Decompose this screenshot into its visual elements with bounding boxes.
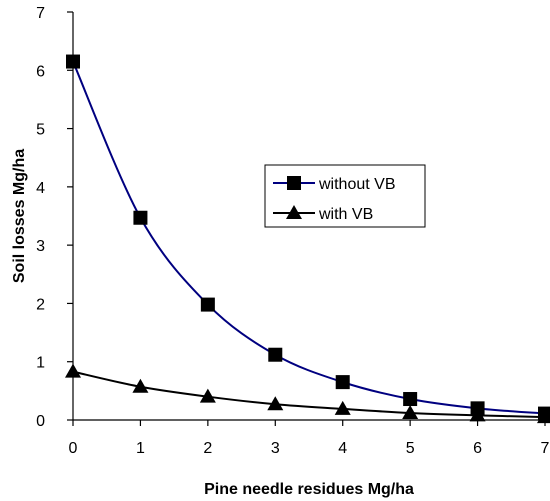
data-point-with-vb	[65, 363, 81, 378]
legend-label-without-vb: without VB	[318, 176, 395, 193]
data-point-without-vb	[403, 392, 418, 407]
data-point-without-vb	[133, 210, 148, 225]
x-tick-label: 4	[338, 440, 347, 457]
data-point-without-vb	[66, 54, 80, 69]
data-point-with-vb	[469, 407, 486, 422]
x-tick-label: 6	[473, 440, 482, 457]
x-tick-label: 2	[203, 440, 212, 457]
y-tick-label: 2	[36, 296, 45, 313]
legend: without VB with VB	[264, 164, 426, 228]
series-with-vb	[65, 363, 550, 424]
data-point-with-vb	[199, 388, 216, 403]
data-point-with-vb	[132, 378, 149, 393]
x-tick-label: 5	[406, 440, 415, 457]
series-without-vb	[66, 54, 550, 421]
y-tick-label: 3	[36, 238, 45, 255]
series-layer	[65, 54, 550, 424]
data-point-without-vb	[200, 297, 215, 312]
data-point-without-vb	[335, 375, 350, 390]
x-tick-label: 3	[271, 440, 280, 457]
series-line-without-vb	[72, 61, 546, 415]
y-tick-label: 0	[36, 413, 45, 430]
y-tick-label: 4	[36, 180, 45, 197]
data-point-without-vb	[268, 347, 283, 362]
y-tick-label: 5	[36, 122, 45, 139]
x-tick-label: 0	[69, 440, 78, 457]
series-line-with-vb	[72, 370, 546, 419]
legend-marker-without-vb	[287, 176, 301, 190]
y-tick-label: 1	[36, 355, 45, 372]
data-point-with-vb	[267, 396, 284, 411]
data-point-with-vb	[537, 409, 550, 424]
x-axis-title: Pine needle residues Mg/ha	[204, 481, 414, 498]
data-point-with-vb	[402, 405, 419, 420]
x-tick-label: 1	[136, 440, 145, 457]
x-tick-label: 7	[541, 440, 550, 457]
y-tick-label: 6	[36, 63, 45, 80]
axes	[67, 11, 546, 426]
data-point-with-vb	[334, 400, 351, 415]
tick-labels: 0 1 2 3 4 5 6 7 0 1 2 3 4 5 6 7	[36, 5, 549, 457]
y-tick-label: 7	[36, 5, 45, 22]
legend-label-with-vb: with VB	[318, 206, 373, 223]
legend-marker-with-vb	[286, 205, 302, 219]
y-axis-title: Soil losses Mg/ha	[11, 149, 28, 283]
